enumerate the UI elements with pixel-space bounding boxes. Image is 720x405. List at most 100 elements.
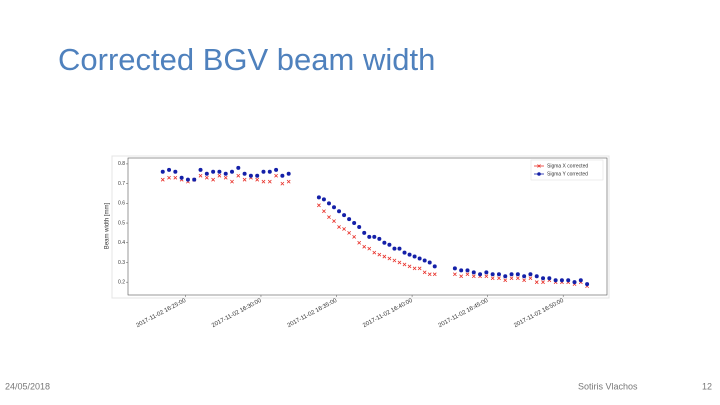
point [173, 169, 178, 174]
point [236, 173, 241, 178]
point [578, 278, 583, 283]
point [327, 215, 331, 220]
point [465, 272, 470, 277]
point [522, 274, 527, 279]
point [459, 274, 464, 279]
point [585, 282, 590, 287]
point [322, 209, 326, 214]
point [422, 270, 427, 275]
point [471, 270, 476, 275]
point [352, 234, 357, 239]
legend-marker [537, 172, 541, 176]
point [367, 234, 372, 239]
y-tick-label: 0.7 [118, 181, 125, 187]
point [248, 173, 253, 178]
point [261, 179, 266, 184]
point [484, 270, 489, 275]
point [352, 221, 357, 226]
point [160, 177, 165, 182]
point [342, 213, 347, 218]
point [572, 280, 577, 285]
point [198, 173, 203, 178]
point [192, 177, 197, 182]
legend-label: Sigma Y corrected [547, 171, 588, 177]
point [412, 266, 417, 271]
point [223, 171, 228, 176]
point [432, 272, 437, 277]
point [280, 173, 285, 178]
point [490, 276, 495, 281]
x-tick-label: 2017-11-02 16:45:00 [438, 298, 490, 330]
point [422, 258, 427, 263]
point [286, 179, 291, 184]
point [362, 244, 367, 249]
point [267, 179, 272, 184]
legend-marker [537, 164, 541, 168]
point [566, 278, 571, 283]
point [377, 252, 382, 257]
point [397, 260, 402, 265]
point [515, 276, 520, 281]
point [509, 272, 514, 277]
y-axis-label: Beam width [mm] [105, 203, 111, 250]
point [332, 219, 336, 223]
point [372, 234, 377, 239]
point [367, 246, 372, 251]
x-tick-label: 2017-11-02 16:30:00 [211, 298, 263, 330]
point [372, 250, 377, 255]
x-tick-label: 2017-11-02 16:35:00 [287, 298, 339, 330]
point [547, 276, 552, 281]
point [402, 262, 407, 267]
point [497, 276, 501, 281]
point [484, 274, 489, 279]
point [490, 272, 495, 277]
x-tick-label: 2017-11-02 16:50:00 [513, 298, 565, 330]
point [173, 175, 178, 180]
point [179, 175, 184, 180]
point [274, 173, 278, 178]
point [382, 240, 387, 245]
legend-label: Sigma X corrected [547, 163, 588, 169]
point [387, 256, 392, 261]
point [167, 167, 172, 172]
point [211, 169, 216, 174]
y-tick-label: 0.4 [118, 240, 125, 246]
point [503, 278, 508, 283]
footer-author: Sotiris Vlachos [578, 381, 638, 391]
point [397, 246, 402, 251]
point [337, 209, 342, 214]
point [337, 225, 341, 229]
point [261, 169, 266, 174]
y-tick-label: 0.8 [118, 161, 125, 167]
point [407, 252, 412, 257]
point [427, 272, 432, 277]
point [509, 276, 514, 281]
x-tick-label: 2017-11-02 16:25:00 [135, 298, 187, 330]
point [534, 274, 539, 279]
point [515, 272, 520, 277]
point [362, 230, 367, 235]
point [392, 246, 397, 251]
point [167, 175, 171, 180]
point [522, 278, 527, 283]
point [342, 227, 346, 231]
y-tick-label: 0.2 [118, 280, 125, 286]
point [347, 231, 351, 235]
point [217, 173, 222, 178]
point [496, 272, 501, 277]
point [407, 264, 412, 269]
point [528, 276, 533, 281]
point [255, 177, 260, 182]
point [553, 278, 558, 283]
footer-page: 12 [702, 381, 712, 391]
point [427, 260, 432, 265]
point [286, 171, 291, 176]
point [236, 165, 241, 170]
point [185, 177, 190, 182]
point [465, 268, 470, 273]
point [503, 274, 508, 279]
point [357, 224, 362, 229]
point [255, 173, 260, 178]
footer-date: 24/05/2018 [5, 381, 50, 391]
